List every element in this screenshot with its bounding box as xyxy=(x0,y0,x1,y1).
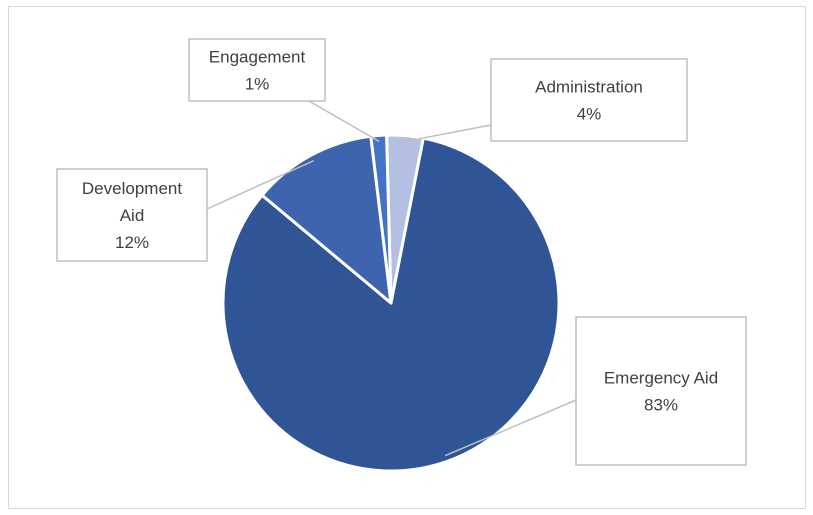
data-label-box-administration xyxy=(490,58,688,142)
data-label-percent-development-aid: 12% xyxy=(115,233,149,252)
data-label-box-engagement xyxy=(188,38,326,102)
leader-line-emergency-aid xyxy=(444,399,577,457)
data-label-development-aid: Development Aid 12% xyxy=(82,179,182,252)
pie-chart: Administration 4% Emergency Aid 83% Developm… xyxy=(56,38,747,473)
data-label-category-development-aid: Development xyxy=(82,179,182,198)
data-label-category-development-aid-1: Aid xyxy=(120,206,145,225)
data-label-box-emergency-aid xyxy=(575,316,747,466)
pie-slice-development-aid xyxy=(260,134,393,305)
data-label-box-development-aid xyxy=(56,168,208,262)
data-label-category-engagement: Engagement xyxy=(209,48,306,67)
data-label-category-emergency-aid: Emergency Aid xyxy=(604,369,718,388)
data-label-administration: Administration 4% xyxy=(535,78,643,124)
pie-slices xyxy=(221,133,561,473)
data-label-emergency-aid: Emergency Aid 83% xyxy=(604,369,718,415)
leader-lines xyxy=(206,100,577,457)
data-label-percent-engagement: 1% xyxy=(245,75,270,94)
leader-line-development-aid xyxy=(206,159,315,210)
data-labels: Administration 4% Emergency Aid 83% Developm… xyxy=(56,38,747,466)
leader-line-administration xyxy=(404,124,492,143)
data-label-percent-emergency-aid: 83% xyxy=(644,396,678,415)
chart-area: Administration 4% Emergency Aid 83% Developm… xyxy=(8,6,806,509)
data-label-engagement: Engagement 1% xyxy=(209,48,306,94)
data-label-percent-administration: 4% xyxy=(577,105,602,124)
pie-slice-emergency-aid xyxy=(221,136,561,473)
leader-line-engagement xyxy=(308,100,380,143)
data-label-category-administration: Administration xyxy=(535,78,643,97)
